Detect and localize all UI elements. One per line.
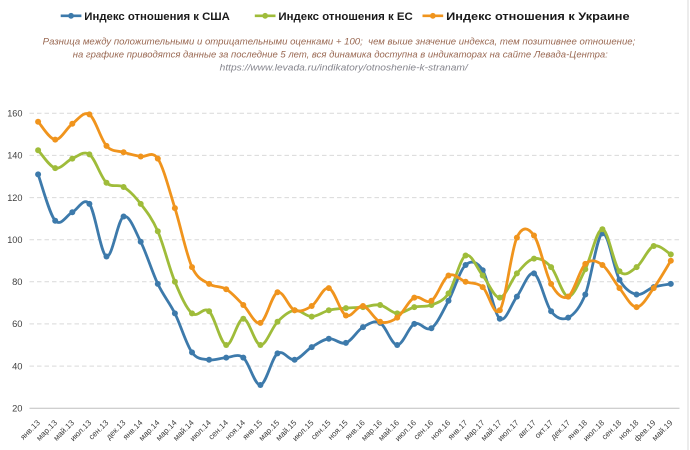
svg-text:Индекс отношения к ЕС: Индекс отношения к ЕС xyxy=(278,11,412,23)
svg-text:20: 20 xyxy=(12,403,22,414)
svg-text:40: 40 xyxy=(12,361,22,372)
svg-text:https://www.levada.ru/indikato: https://www.levada.ru/indikatory/otnoshe… xyxy=(220,62,470,73)
svg-text:160: 160 xyxy=(7,109,22,120)
svg-text:100: 100 xyxy=(7,235,22,246)
svg-text:Индекс отношения к Украине: Индекс отношения к Украине xyxy=(446,11,629,23)
svg-text:Индекс отношения к США: Индекс отношения к США xyxy=(84,11,230,23)
svg-text:Разница между положительными и: Разница между положительными и отрицател… xyxy=(43,36,636,47)
svg-text:на графике приводятся данные з: на графике приводятся данные за последни… xyxy=(73,49,608,60)
svg-text:60: 60 xyxy=(12,319,22,330)
svg-text:140: 140 xyxy=(7,151,22,162)
svg-text:120: 120 xyxy=(7,193,22,204)
svg-text:80: 80 xyxy=(12,277,22,288)
